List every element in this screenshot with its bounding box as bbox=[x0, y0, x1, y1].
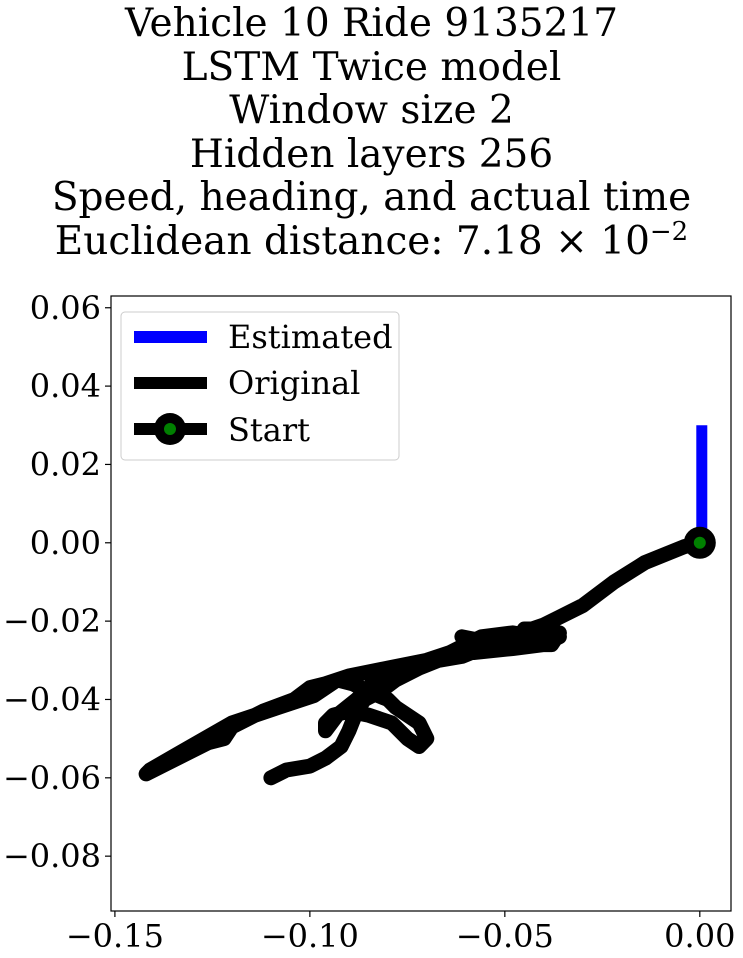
chart-subtitle-distance: Euclidean distance: 7.18 × 10−2 bbox=[0, 216, 743, 264]
plot-area-frame bbox=[110, 295, 732, 912]
y-tick-label: 0.00 bbox=[30, 524, 101, 562]
chart-title-block: Vehicle 10 Ride 9135217 LSTM Twice model… bbox=[0, 2, 743, 263]
y-tick-label: −0.08 bbox=[3, 837, 101, 875]
x-tick-label: −0.15 bbox=[66, 917, 164, 955]
legend-start-dot bbox=[164, 423, 176, 435]
distance-base: 10 bbox=[600, 218, 650, 264]
distance-mult: × bbox=[555, 218, 588, 264]
y-tick-label: 0.02 bbox=[30, 445, 101, 483]
chart-title-line-4: Hidden layers 256 bbox=[189, 131, 554, 177]
series-original-line bbox=[138, 535, 708, 786]
chart-title-line-2: LSTM Twice model bbox=[181, 44, 562, 90]
legend-label-start: Start bbox=[228, 411, 310, 449]
distance-exponent: −2 bbox=[649, 216, 689, 247]
y-tick-label: −0.02 bbox=[3, 602, 101, 640]
start-marker-dot bbox=[693, 536, 706, 549]
y-tick-label: 0.04 bbox=[30, 367, 101, 405]
y-tick-label: −0.04 bbox=[3, 680, 101, 718]
data-layer bbox=[138, 425, 716, 786]
y-tick-label: 0.06 bbox=[30, 289, 101, 327]
legend-label-original: Original bbox=[228, 364, 360, 402]
chart-title-line-3: Window size 2 bbox=[229, 88, 514, 133]
chart-title-line-1: Vehicle 10 Ride 9135217 bbox=[124, 1, 619, 46]
chart-title-line-5: Speed, heading, and actual time bbox=[51, 175, 692, 220]
x-tick-label: −0.05 bbox=[456, 917, 554, 955]
legend-label-estimated: Estimated bbox=[228, 318, 393, 356]
distance-label: Euclidean distance: 7.18 bbox=[54, 218, 543, 264]
y-tick-label: −0.06 bbox=[3, 759, 101, 797]
axes-layer: −0.15 −0.10 −0.05 0.00 0.06 0.04 0.02 0.00 −0.02… bbox=[3, 289, 735, 955]
legend: Estimated Original Start bbox=[120, 311, 400, 461]
x-tick-label: 0.00 bbox=[664, 917, 735, 955]
x-tick-label: −0.10 bbox=[261, 917, 359, 955]
